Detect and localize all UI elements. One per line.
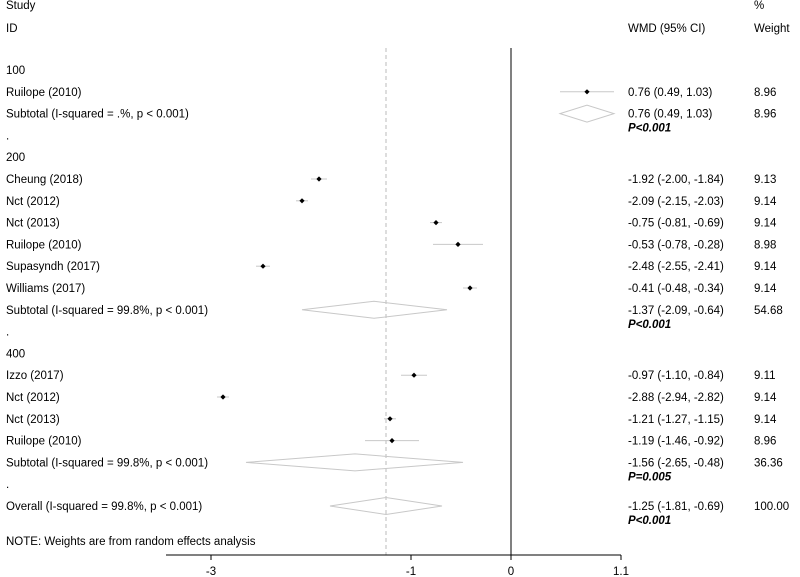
row-label: Izzo (2017) (6, 370, 64, 382)
p-value-text: P<0.001 (628, 123, 671, 135)
ci-text: -0.75 (-0.81, -0.69) (628, 218, 724, 230)
row-label: Williams (2017) (6, 283, 85, 295)
weight-text: 100.00 (754, 501, 789, 513)
weight-text: 9.13 (754, 174, 776, 186)
point-estimate-marker (220, 394, 226, 400)
row-label: Ruilope (2010) (6, 239, 82, 251)
point-estimate-marker (387, 416, 393, 422)
header-id-label: ID (6, 23, 18, 35)
p-value-text: P<0.001 (628, 515, 671, 527)
row-label: Nct (2012) (6, 196, 60, 208)
row-label: Overall (I-squared = 99.8%, p < 0.001) (6, 501, 202, 513)
row-label: Ruilope (2010) (6, 436, 82, 448)
header-weight-label: Weight (754, 23, 790, 35)
ci-text: 0.76 (0.49, 1.03) (628, 87, 713, 99)
point-estimate-marker (260, 263, 266, 269)
point-estimate-marker (299, 198, 305, 204)
row-label: Nct (2013) (6, 218, 60, 230)
ci-text: 0.76 (0.49, 1.03) (628, 109, 713, 121)
weight-text: 8.96 (754, 109, 776, 121)
ci-text: -2.88 (-2.94, -2.82) (628, 392, 724, 404)
weight-text: 9.11 (754, 370, 776, 382)
weight-text: 9.14 (754, 196, 777, 208)
ci-text: -2.09 (-2.15, -2.03) (628, 196, 724, 208)
header-study-label: Study (6, 0, 36, 12)
point-estimate-marker (584, 89, 590, 95)
weight-text: 8.96 (754, 87, 776, 99)
row-label: . (6, 327, 9, 339)
p-value-text: P=0.005 (628, 471, 672, 483)
subtotal-diamond (301, 300, 448, 319)
ci-text: -1.25 (-1.81, -0.69) (628, 501, 724, 513)
overall-diamond (329, 496, 443, 516)
weight-text: 9.14 (754, 414, 777, 426)
header-effect-label: WMD (95% CI) (628, 23, 705, 35)
weight-text: 8.98 (754, 239, 776, 251)
row-label: Nct (2012) (6, 392, 60, 404)
x-tick-label: -1 (406, 566, 416, 577)
weight-text: 9.14 (754, 218, 777, 230)
row-label: 200 (6, 152, 25, 164)
row-label: . (6, 130, 9, 142)
weight-text: 9.14 (754, 283, 777, 295)
weights-note: NOTE: Weights are from random effects an… (6, 536, 256, 548)
p-value-text: P<0.001 (628, 319, 671, 331)
weight-text: 8.96 (754, 436, 776, 448)
subtotal-diamond (558, 104, 616, 123)
weight-text: 9.14 (754, 392, 777, 404)
row-label: Nct (2013) (6, 414, 60, 426)
point-estimate-marker (467, 285, 473, 291)
row-label: Subtotal (I-squared = 99.8%, p < 0.001) (6, 457, 208, 469)
ci-text: -1.21 (-1.27, -1.15) (628, 414, 724, 426)
ci-text: -1.56 (-2.65, -0.48) (628, 457, 724, 469)
point-estimate-marker (455, 241, 461, 247)
weight-text: 54.68 (754, 305, 783, 317)
x-axis-ticks: -3 -1 0 1.1 (206, 555, 629, 577)
ci-text: -0.53 (-0.78, -0.28) (628, 239, 724, 251)
x-tick-label: -3 (206, 566, 216, 577)
row-label: . (6, 479, 9, 491)
row-label: Subtotal (I-squared = 99.8%, p < 0.001) (6, 305, 208, 317)
point-estimate-marker (411, 372, 417, 378)
row-label: 400 (6, 348, 25, 360)
x-tick-label: 1.1 (613, 566, 629, 577)
ci-text: -2.48 (-2.55, -2.41) (628, 261, 724, 273)
point-estimate-marker (433, 220, 439, 226)
ci-text: -0.97 (-1.10, -0.84) (628, 370, 724, 382)
point-estimate-marker (316, 176, 322, 182)
row-label: Supasyndh (2017) (6, 261, 100, 273)
subtotal-diamond (245, 453, 464, 472)
forest-rows: 100 Ruilope (2010) 0.76 (0.49, 1.03) 8.96 Su… (6, 65, 789, 527)
row-label: 100 (6, 65, 25, 77)
ci-text: -1.37 (-2.09, -0.64) (628, 305, 724, 317)
weight-text: 9.14 (754, 261, 777, 273)
x-tick-label: 0 (508, 566, 514, 577)
ci-text: -0.41 (-0.48, -0.34) (628, 283, 724, 295)
row-label: Cheung (2018) (6, 174, 83, 186)
point-estimate-marker (389, 438, 395, 444)
row-label: Ruilope (2010) (6, 87, 82, 99)
ci-text: -1.19 (-1.46, -0.92) (628, 436, 724, 448)
ci-text: -1.92 (-2.00, -1.84) (628, 174, 724, 186)
weight-text: 36.36 (754, 457, 783, 469)
row-label: Subtotal (I-squared = .%, p < 0.001) (6, 109, 189, 121)
header-pct-label: % (754, 0, 764, 12)
